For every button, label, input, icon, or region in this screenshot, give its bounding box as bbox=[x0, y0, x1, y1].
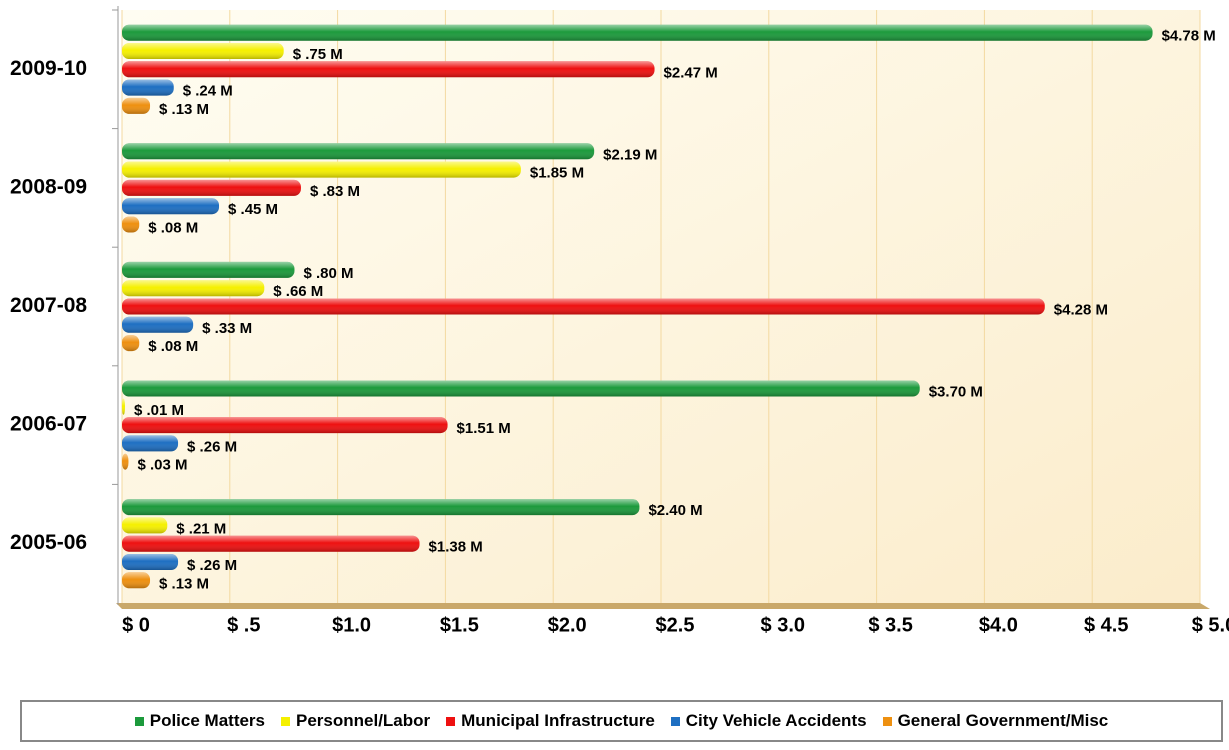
legend-item: General Government/Misc bbox=[882, 711, 1109, 731]
x-tick-label: $ .5 bbox=[227, 614, 260, 636]
legend: Police Matters Personnel/Labor Municipal I… bbox=[20, 700, 1223, 742]
bar-shine bbox=[122, 179, 301, 196]
legend-item: Personnel/Labor bbox=[281, 711, 430, 731]
legend-swatch bbox=[670, 716, 680, 726]
bar-shine bbox=[122, 198, 220, 215]
value-label: $ .08 M bbox=[148, 219, 198, 236]
value-label: $ .13 M bbox=[159, 101, 209, 118]
legend-item: Municipal Infrastructure bbox=[446, 711, 655, 731]
legend-item: City Vehicle Accidents bbox=[670, 711, 867, 731]
value-label: $3.70 M bbox=[929, 383, 983, 400]
x-tick-label: $2.0 bbox=[548, 614, 587, 636]
value-label: $4.78 M bbox=[1162, 28, 1216, 45]
bar-shine bbox=[122, 517, 168, 534]
x-tick-label: $ 5.0 bbox=[1192, 614, 1229, 636]
value-label: $ .26 M bbox=[187, 557, 237, 574]
x-tick-label: $4.0 bbox=[979, 614, 1018, 636]
value-label: $ .66 M bbox=[273, 283, 323, 300]
value-label: $ .13 M bbox=[159, 575, 209, 592]
bar-shine bbox=[122, 24, 1153, 41]
legend-swatch bbox=[882, 716, 892, 726]
bar-shine bbox=[122, 261, 295, 278]
bar-shine bbox=[122, 435, 179, 452]
value-label: $ .03 M bbox=[137, 457, 187, 474]
bar-shine bbox=[122, 417, 448, 434]
x-tick-label: $1.5 bbox=[440, 614, 479, 636]
x-tick-label: $ 3.5 bbox=[868, 614, 912, 636]
x-tick-label: $2.5 bbox=[656, 614, 695, 636]
value-label: $ .21 M bbox=[176, 520, 226, 537]
bar-shine bbox=[122, 554, 179, 570]
y-tick-label: 2005-06 bbox=[10, 531, 87, 554]
bar-shine bbox=[122, 43, 284, 59]
value-label: $ .75 M bbox=[293, 46, 343, 63]
bar-shine bbox=[122, 97, 151, 114]
y-tick-label: 2007-08 bbox=[10, 294, 87, 317]
bar-shine bbox=[122, 398, 125, 415]
value-label: $ .24 M bbox=[183, 83, 233, 100]
y-tick-label: 2009-10 bbox=[10, 57, 87, 80]
y-tick-label: 2006-07 bbox=[10, 413, 87, 436]
bar-shine bbox=[122, 499, 640, 516]
x-tick-label: $ 0 bbox=[122, 614, 150, 636]
value-label: $2.19 M bbox=[603, 146, 657, 163]
value-label: $2.40 M bbox=[648, 502, 702, 519]
value-label: $ .33 M bbox=[202, 320, 252, 337]
legend-item: Police Matters bbox=[134, 711, 265, 731]
bar-shine bbox=[122, 535, 420, 552]
value-label: $ .26 M bbox=[187, 438, 237, 455]
value-label: $ .45 M bbox=[228, 201, 278, 218]
value-label: $ .80 M bbox=[303, 265, 353, 282]
bar-shine bbox=[122, 298, 1045, 315]
x-tick-label: $ 3.0 bbox=[761, 614, 805, 636]
bar-shine bbox=[122, 216, 140, 233]
value-label: $1.51 M bbox=[457, 420, 511, 437]
legend-label: City Vehicle Accidents bbox=[685, 711, 867, 730]
legend-label: General Government/Misc bbox=[897, 711, 1109, 730]
value-label: $1.38 M bbox=[429, 539, 483, 556]
floor bbox=[116, 603, 1210, 609]
legend-label: Municipal Infrastructure bbox=[461, 711, 655, 730]
legend-label: Police Matters bbox=[149, 711, 265, 730]
bar-shine bbox=[122, 79, 174, 96]
value-label: $1.85 M bbox=[530, 165, 584, 182]
bar-shine bbox=[122, 453, 129, 470]
x-tick-label: $ 4.5 bbox=[1084, 614, 1128, 636]
bar-shine bbox=[122, 61, 655, 78]
legend-swatch bbox=[281, 716, 290, 726]
bar-shine bbox=[122, 335, 140, 352]
x-tick-label: $1.0 bbox=[332, 614, 371, 636]
value-label: $ .01 M bbox=[134, 402, 184, 419]
legend-label: Personnel/Labor bbox=[296, 711, 431, 730]
chart: $ 0 $ .5 $1.0 $1.5 $2.0 $2.5 $ 3.0 $ 3.5 $4.0 $ 4… bbox=[10, 6, 1229, 636]
bar-shine bbox=[122, 280, 265, 297]
bar-shine bbox=[122, 161, 521, 178]
bar-shine bbox=[122, 143, 595, 160]
value-label: $4.28 M bbox=[1054, 301, 1108, 318]
value-label: $ .08 M bbox=[148, 338, 198, 355]
legend-swatch bbox=[134, 716, 144, 726]
bar-shine bbox=[122, 316, 194, 333]
value-label: $2.47 M bbox=[664, 64, 718, 81]
bar-shine bbox=[122, 380, 920, 397]
y-tick-label: 2008-09 bbox=[10, 175, 87, 198]
value-label: $ .83 M bbox=[310, 183, 360, 200]
legend-swatch bbox=[446, 716, 456, 726]
bar-shine bbox=[122, 572, 151, 589]
